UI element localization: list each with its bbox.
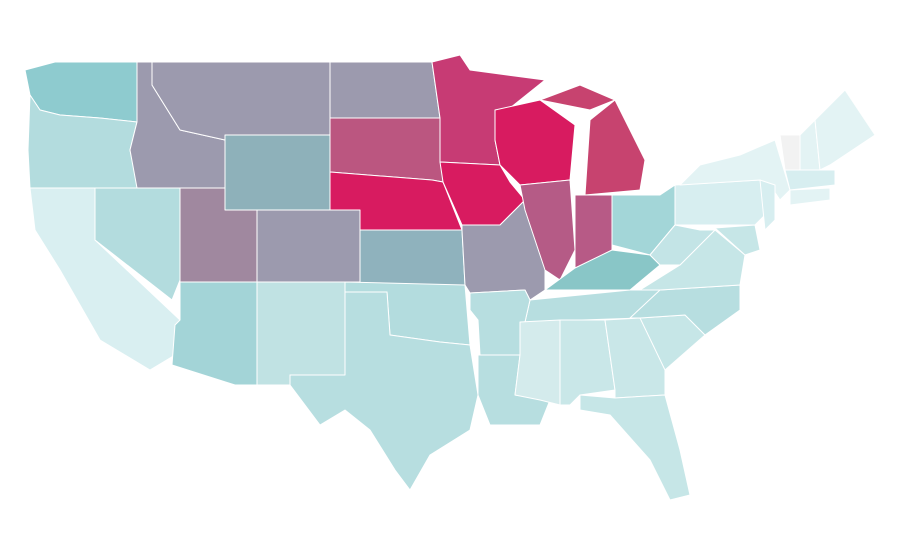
state [579, 394, 691, 501]
state [359, 229, 466, 286]
state [151, 61, 331, 141]
state [256, 209, 361, 283]
state [779, 134, 801, 171]
state [171, 281, 258, 386]
state [789, 187, 831, 206]
state [329, 117, 444, 183]
state [784, 169, 836, 191]
state [714, 224, 761, 256]
state [256, 281, 346, 386]
state [514, 319, 561, 406]
state [759, 179, 776, 231]
state [674, 179, 771, 226]
state [329, 61, 441, 119]
state [224, 134, 331, 211]
state [814, 89, 876, 171]
state [539, 84, 646, 196]
state [289, 291, 479, 491]
state [494, 99, 576, 186]
